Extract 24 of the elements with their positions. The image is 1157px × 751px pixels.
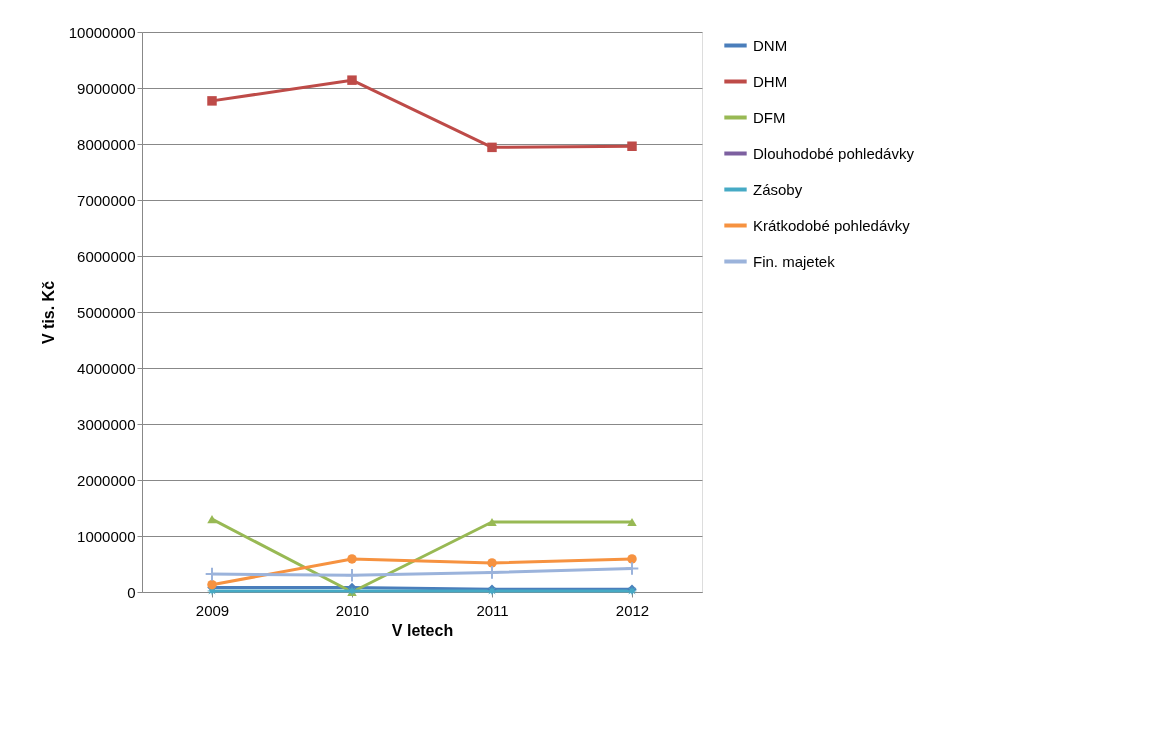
legend-label: DHM bbox=[753, 72, 788, 90]
x-tick-label: 2010 bbox=[335, 601, 370, 619]
y-tick-label: 1000000 bbox=[77, 527, 136, 545]
y-tick-label: 5000000 bbox=[77, 303, 136, 321]
y-tick-label: 10000000 bbox=[68, 23, 136, 41]
y-tick-label: 3000000 bbox=[77, 415, 136, 433]
y-tick-label: 8000000 bbox=[77, 135, 136, 153]
x-tick-label: 2009 bbox=[195, 601, 230, 619]
y-tick-label: 9000000 bbox=[77, 79, 136, 97]
legend-label: Zásoby bbox=[753, 180, 803, 198]
y-tick-label: 7000000 bbox=[77, 191, 136, 209]
x-tick-label: 2011 bbox=[476, 601, 509, 619]
y-tick-label: 6000000 bbox=[77, 247, 136, 265]
legend-label: Fin. majetek bbox=[753, 252, 836, 270]
y-tick-label: 2000000 bbox=[77, 471, 136, 489]
y-tick-label: 0 bbox=[127, 583, 136, 601]
x-axis-title: V letech bbox=[391, 621, 454, 639]
legend-label: Krátkodobé pohledávky bbox=[753, 216, 911, 234]
x-tick-label: 2012 bbox=[615, 601, 650, 619]
legend-label: Dlouhodobé pohledávky bbox=[753, 144, 915, 162]
legend-label: DFM bbox=[753, 108, 786, 126]
y-axis-title: V tis. Kč bbox=[39, 280, 57, 345]
legend-label: DNM bbox=[753, 36, 788, 54]
y-tick-label: 4000000 bbox=[77, 359, 136, 377]
